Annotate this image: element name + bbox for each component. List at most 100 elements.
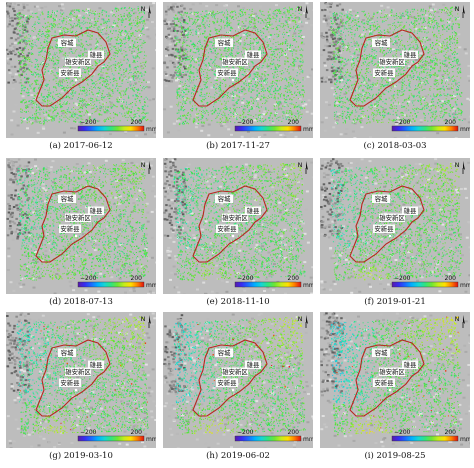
map-panel-e: 容城雄县 雄安新区安新县 N −200 200 mm (e) 2018-11-10 <box>163 158 313 314</box>
place-label: 雄县 <box>245 360 261 369</box>
place-label: 安新县 <box>373 378 395 387</box>
place-label-text: 安新县 <box>217 378 237 387</box>
place-label-text: 雄县 <box>90 206 103 215</box>
panel-caption-b: (b) 2017-11-27 <box>163 141 313 151</box>
scale-unit-label: mm <box>460 126 470 133</box>
deformation-map-g: 容城 雄县 雄安新区 安新县 N −200 200 mm <box>6 312 156 448</box>
place-label-text: 雄县 <box>90 50 103 59</box>
scale-max-label: 200 <box>445 119 457 126</box>
place-label: 雄县 <box>402 50 418 59</box>
north-label: N <box>455 315 460 323</box>
city-dot <box>388 78 392 82</box>
scale-unit-label: mm <box>460 282 470 289</box>
map-panel-b: 容城 雄县 雄安新区 安新县 N −200 200 mm (b) 2017-11-27 <box>163 2 313 158</box>
scale-max-label: 200 <box>445 429 457 436</box>
place-label: 雄安新区 <box>222 213 248 222</box>
color-ramp <box>391 281 459 288</box>
city-dot <box>74 78 78 82</box>
place-label: 安新县 <box>373 224 395 233</box>
north-arrow: N <box>298 161 308 174</box>
place-label-text: 雄县 <box>247 50 260 59</box>
xiongan-boundary-outline <box>349 339 425 417</box>
scale-unit-label: mm <box>146 282 156 289</box>
place-label: 容城 <box>58 348 76 357</box>
place-label-text: 安新县 <box>60 378 80 387</box>
deformation-map-b: 容城 雄县 雄安新区 安新县 N −200 200 mm <box>163 2 313 138</box>
deformation-points <box>173 6 306 126</box>
color-ramp <box>391 435 459 442</box>
mountain-shading <box>6 313 31 394</box>
north-arrow: N <box>141 161 151 174</box>
scale-max-label: 200 <box>288 119 300 126</box>
place-label: 安新县 <box>216 68 238 77</box>
place-label-text: 容城 <box>375 348 388 357</box>
scale-unit-label: mm <box>146 436 156 443</box>
map-panel-d: 容城 雄县 雄安新区 安新县 N −200 200 mm (d) 2018-07-13 <box>6 158 156 314</box>
deformation-map-f: 容城 雄县 雄安新区 安新县 N −200 200 mm <box>320 158 470 294</box>
scale-unit-label: mm <box>303 282 313 289</box>
place-label-text: 安新县 <box>374 224 394 233</box>
city-dot <box>231 78 235 82</box>
place-label: 容城 <box>372 38 390 47</box>
place-label-text: 安新县 <box>60 68 80 77</box>
panel-caption-i: (i) 2019-08-25 <box>320 451 470 461</box>
deformation-map-i: 容城 雄县 雄安新区 安新县 N −200 200 mm <box>320 312 470 448</box>
place-label: 安新县 <box>216 224 238 233</box>
scale-min-label: −200 <box>237 429 254 436</box>
north-arrow: N <box>298 5 308 18</box>
place-label-text: 雄安新区 <box>65 57 91 66</box>
scale-max-label: 200 <box>131 429 143 436</box>
color-ramp <box>77 125 145 132</box>
north-arrow: N <box>141 5 151 18</box>
north-label: N <box>141 315 146 323</box>
place-label: 容城 <box>215 194 233 203</box>
scale-unit-label: mm <box>460 436 470 443</box>
place-label-text: 雄安新区 <box>379 57 405 66</box>
deformation-points <box>16 316 149 435</box>
north-label: N <box>298 315 303 323</box>
scale-min-label: −200 <box>394 275 411 282</box>
city-dot <box>388 388 392 392</box>
color-ramp <box>391 125 459 132</box>
color-ramp <box>234 281 302 288</box>
place-label: 容城 <box>58 194 76 203</box>
deformation-points <box>330 6 463 125</box>
place-label-text: 雄安新区 <box>222 57 248 66</box>
xiongan-boundary-outline <box>192 185 268 263</box>
place-label: 容城 <box>372 194 390 203</box>
place-label: 雄安新区 <box>65 57 91 66</box>
city-dot <box>388 234 392 238</box>
place-label: 雄县 <box>88 50 104 59</box>
deformation-map-c: 容城 雄县 雄安新区 安新县 N −200 200 mm <box>320 2 470 138</box>
deformation-map-d: 容城 雄县 雄安新区 安新县 N −200 200 mm <box>6 158 156 294</box>
north-label: N <box>455 161 460 169</box>
mountain-shading <box>6 2 31 84</box>
mountain-shading <box>320 158 345 240</box>
place-label-text: 容城 <box>375 194 388 203</box>
scale-min-label: −200 <box>237 119 254 126</box>
city-dot <box>74 234 78 238</box>
color-ramp <box>77 435 145 442</box>
place-label: 雄安新区 <box>65 367 91 376</box>
panel-caption-c: (c) 2018-03-03 <box>320 141 470 151</box>
city-dot <box>231 234 235 238</box>
scale-max-label: 200 <box>445 275 457 282</box>
place-label: 雄县 <box>245 206 261 215</box>
deformation-map-a: 容城 雄县 雄安新区 安新县 N −200 200 mm <box>6 2 156 138</box>
place-label: 容城 <box>215 38 233 47</box>
panel-caption-e: (e) 2018-11-10 <box>163 297 313 307</box>
place-label: 雄县 <box>402 206 418 215</box>
xiongan-boundary-outline <box>349 185 425 263</box>
place-label-text: 安新县 <box>217 68 237 77</box>
deformation-points <box>330 163 463 281</box>
map-panel-i: 容城 雄县 雄安新区 安新县 N −200 200 mm (i) 2019-08-25 <box>320 312 470 468</box>
place-label-text: 雄县 <box>404 50 417 59</box>
place-label-text: 雄安新区 <box>222 367 248 376</box>
place-label-text: 容城 <box>61 348 74 357</box>
